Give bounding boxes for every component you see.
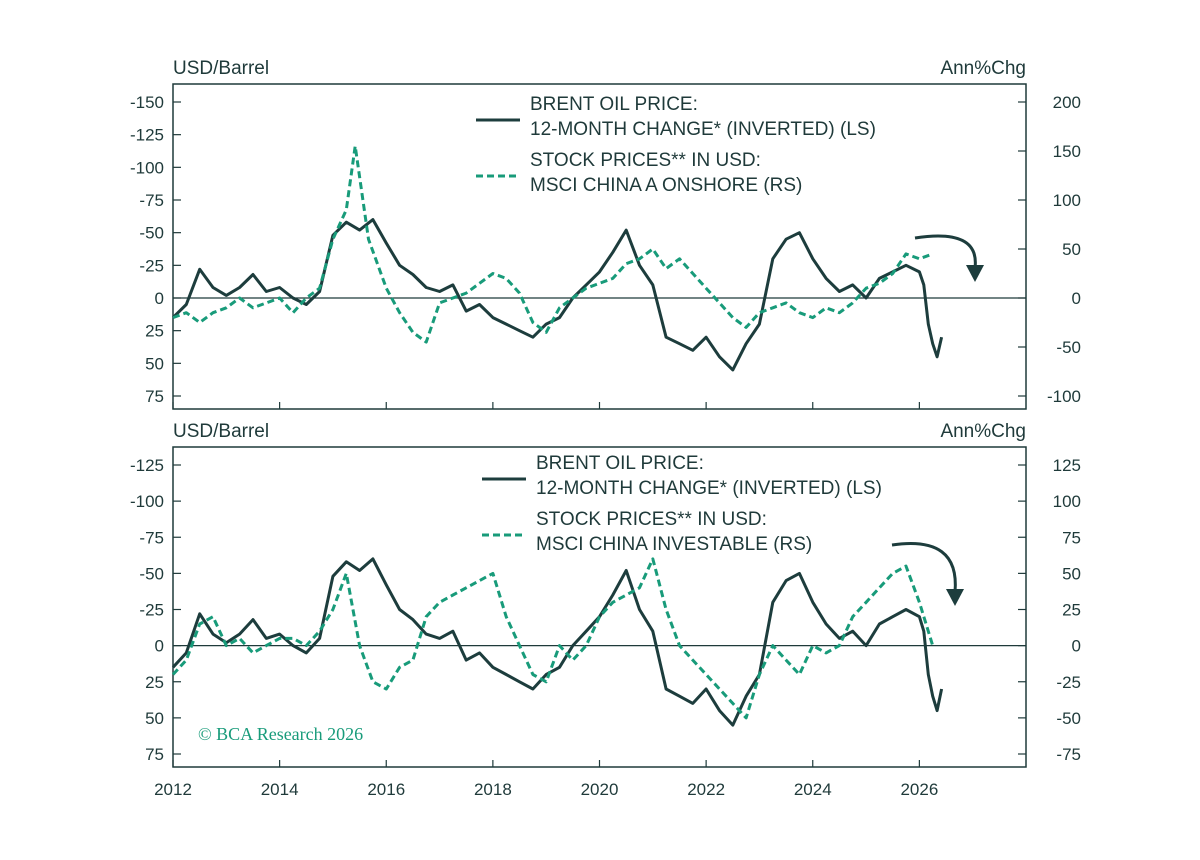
trend-arrow-head [966,265,984,282]
right-tick-label: 100 [1053,191,1081,210]
left-tick-label: -25 [139,601,164,620]
right-tick-label: 0 [1072,289,1081,308]
trend-arrow [891,542,957,593]
legend-label: 12-MONTH CHANGE* (INVERTED) (LS) [536,478,882,499]
right-tick-label: 50 [1062,240,1081,259]
left-tick-label: -75 [139,528,164,547]
top-left-axis-unit: USD/Barrel [173,58,269,79]
x-tick-label: 2012 [154,780,192,799]
top-panel: USD/Barrel Ann%Chg -150 -125 -100 -75 -50 -25… [130,58,1081,410]
legend-label: BRENT OIL PRICE: [530,94,698,115]
left-tick-label: -100 [130,492,164,511]
left-tick-label: 75 [145,387,164,406]
right-tick-label: -50 [1056,338,1081,357]
left-tick-label: -75 [139,191,164,210]
right-tick-label: 75 [1062,528,1081,547]
x-tick-label: 2018 [474,780,512,799]
left-tick-label: 75 [145,745,164,764]
oil-series-line [171,557,944,727]
left-tick-label: -100 [130,158,164,177]
left-tick-label: -125 [130,126,164,145]
legend-label: MSCI CHINA INVESTABLE (RS) [536,534,812,555]
left-tick-label: 50 [145,709,164,728]
trend-arrow [914,234,977,269]
legend-label: STOCK PRICES** IN USD: [530,150,761,171]
bottom-left-axis-unit: USD/Barrel [173,421,269,442]
x-tick-label: 2020 [581,780,619,799]
right-tick-label: 200 [1053,93,1081,112]
stock-series-line [171,557,935,720]
oil-series-line [171,218,944,372]
legend-label: BRENT OIL PRICE: [536,453,704,474]
x-tick-label: 2024 [794,780,832,799]
credit-text: © BCA Research 2026 [198,724,363,744]
right-tick-label: 125 [1053,456,1081,475]
left-tick-label: 0 [155,637,164,656]
x-tick-label: 2016 [367,780,405,799]
right-tick-label: 100 [1053,492,1081,511]
legend-label: MSCI CHINA A ONSHORE (RS) [530,175,802,196]
bottom-panel: USD/Barrel Ann%Chg -125 -100 -75 -50 -25 0 25 5… [130,421,1081,799]
top-right-axis-unit: Ann%Chg [940,58,1026,79]
right-tick-label: 0 [1072,637,1081,656]
stock-series-line [172,144,934,344]
left-tick-label: 25 [145,673,164,692]
right-tick-label: -75 [1056,745,1081,764]
right-tick-label: 50 [1062,564,1081,583]
left-tick-label: 25 [145,322,164,341]
right-tick-label: 25 [1062,601,1081,620]
left-tick-label: -25 [139,256,164,275]
left-tick-label: -50 [139,224,164,243]
right-tick-label: -50 [1056,709,1081,728]
right-tick-label: 150 [1053,142,1081,161]
x-tick-label: 2014 [261,780,299,799]
left-tick-label: -150 [130,93,164,112]
left-tick-label: -125 [130,456,164,475]
right-tick-label: -25 [1056,673,1081,692]
right-tick-label: -100 [1047,387,1081,406]
trend-arrow-head [946,589,964,606]
legend-label: 12-MONTH CHANGE* (INVERTED) (LS) [530,119,876,140]
legend-label: STOCK PRICES** IN USD: [536,509,767,530]
left-tick-label: -50 [139,564,164,583]
x-tick-label: 2022 [687,780,725,799]
left-tick-label: 50 [145,354,164,373]
x-tick-label: 2026 [900,780,938,799]
bottom-right-axis-unit: Ann%Chg [940,421,1026,442]
left-tick-label: 0 [155,289,164,308]
